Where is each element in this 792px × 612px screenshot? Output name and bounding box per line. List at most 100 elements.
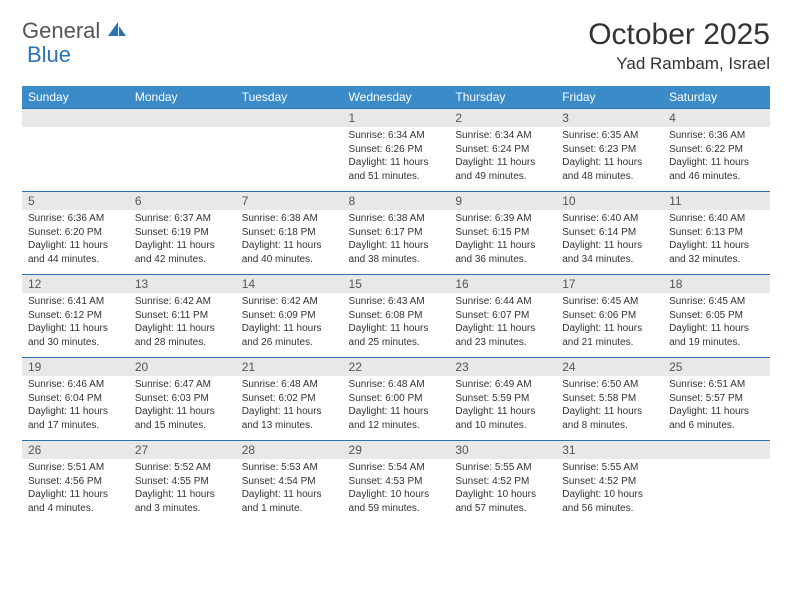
sunset-text: Sunset: 6:11 PM	[135, 309, 230, 323]
daylight-text: Daylight: 11 hours and 38 minutes.	[349, 239, 444, 266]
day-cell	[236, 109, 343, 192]
day-cell: 21Sunrise: 6:48 AMSunset: 6:02 PMDayligh…	[236, 358, 343, 441]
day-data: Sunrise: 6:45 AMSunset: 6:06 PMDaylight:…	[556, 293, 663, 357]
daylight-text: Daylight: 11 hours and 48 minutes.	[562, 156, 657, 183]
sunrise-text: Sunrise: 5:54 AM	[349, 461, 444, 475]
sunset-text: Sunset: 6:19 PM	[135, 226, 230, 240]
sunset-text: Sunset: 6:20 PM	[28, 226, 123, 240]
week-row: 5Sunrise: 6:36 AMSunset: 6:20 PMDaylight…	[22, 192, 770, 275]
day-cell: 23Sunrise: 6:49 AMSunset: 5:59 PMDayligh…	[449, 358, 556, 441]
day-number: 29	[343, 441, 450, 459]
day-number: 22	[343, 358, 450, 376]
day-cell: 8Sunrise: 6:38 AMSunset: 6:17 PMDaylight…	[343, 192, 450, 275]
day-cell: 7Sunrise: 6:38 AMSunset: 6:18 PMDaylight…	[236, 192, 343, 275]
day-data: Sunrise: 6:42 AMSunset: 6:09 PMDaylight:…	[236, 293, 343, 357]
sail-icon	[106, 20, 128, 43]
day-data: Sunrise: 5:54 AMSunset: 4:53 PMDaylight:…	[343, 459, 450, 523]
sunset-text: Sunset: 6:26 PM	[349, 143, 444, 157]
day-cell: 3Sunrise: 6:35 AMSunset: 6:23 PMDaylight…	[556, 109, 663, 192]
day-number: 15	[343, 275, 450, 293]
day-cell: 17Sunrise: 6:45 AMSunset: 6:06 PMDayligh…	[556, 275, 663, 358]
day-data: Sunrise: 5:55 AMSunset: 4:52 PMDaylight:…	[556, 459, 663, 523]
dow-header: Wednesday	[343, 86, 450, 109]
day-number: 19	[22, 358, 129, 376]
daylight-text: Daylight: 11 hours and 23 minutes.	[455, 322, 550, 349]
sunset-text: Sunset: 6:12 PM	[28, 309, 123, 323]
sunrise-text: Sunrise: 5:53 AM	[242, 461, 337, 475]
sunrise-text: Sunrise: 6:48 AM	[242, 378, 337, 392]
day-cell: 22Sunrise: 6:48 AMSunset: 6:00 PMDayligh…	[343, 358, 450, 441]
day-number: 12	[22, 275, 129, 293]
sunrise-text: Sunrise: 6:51 AM	[669, 378, 764, 392]
day-number: 31	[556, 441, 663, 459]
day-data: Sunrise: 6:51 AMSunset: 5:57 PMDaylight:…	[663, 376, 770, 440]
day-data	[129, 127, 236, 189]
header: General October 2025 Yad Rambam, Israel	[22, 18, 770, 74]
sunrise-text: Sunrise: 6:50 AM	[562, 378, 657, 392]
sunset-text: Sunset: 4:52 PM	[455, 475, 550, 489]
daylight-text: Daylight: 10 hours and 57 minutes.	[455, 488, 550, 515]
daylight-text: Daylight: 11 hours and 46 minutes.	[669, 156, 764, 183]
sunrise-text: Sunrise: 6:44 AM	[455, 295, 550, 309]
sunset-text: Sunset: 4:56 PM	[28, 475, 123, 489]
sunrise-text: Sunrise: 6:38 AM	[242, 212, 337, 226]
day-cell: 1Sunrise: 6:34 AMSunset: 6:26 PMDaylight…	[343, 109, 450, 192]
calendar-table: SundayMondayTuesdayWednesdayThursdayFrid…	[22, 86, 770, 523]
dow-header: Friday	[556, 86, 663, 109]
sunset-text: Sunset: 6:08 PM	[349, 309, 444, 323]
day-number	[663, 441, 770, 459]
sunset-text: Sunset: 6:22 PM	[669, 143, 764, 157]
sunset-text: Sunset: 6:00 PM	[349, 392, 444, 406]
day-of-week-row: SundayMondayTuesdayWednesdayThursdayFrid…	[22, 86, 770, 109]
day-data: Sunrise: 6:38 AMSunset: 6:18 PMDaylight:…	[236, 210, 343, 274]
daylight-text: Daylight: 10 hours and 56 minutes.	[562, 488, 657, 515]
month-title: October 2025	[588, 18, 770, 52]
week-row: 19Sunrise: 6:46 AMSunset: 6:04 PMDayligh…	[22, 358, 770, 441]
day-cell: 10Sunrise: 6:40 AMSunset: 6:14 PMDayligh…	[556, 192, 663, 275]
day-cell: 14Sunrise: 6:42 AMSunset: 6:09 PMDayligh…	[236, 275, 343, 358]
sunrise-text: Sunrise: 6:45 AM	[669, 295, 764, 309]
sunset-text: Sunset: 6:17 PM	[349, 226, 444, 240]
daylight-text: Daylight: 11 hours and 28 minutes.	[135, 322, 230, 349]
day-number: 7	[236, 192, 343, 210]
day-number: 6	[129, 192, 236, 210]
day-data: Sunrise: 5:55 AMSunset: 4:52 PMDaylight:…	[449, 459, 556, 523]
sunrise-text: Sunrise: 6:47 AM	[135, 378, 230, 392]
day-cell: 12Sunrise: 6:41 AMSunset: 6:12 PMDayligh…	[22, 275, 129, 358]
day-data: Sunrise: 6:45 AMSunset: 6:05 PMDaylight:…	[663, 293, 770, 357]
daylight-text: Daylight: 11 hours and 15 minutes.	[135, 405, 230, 432]
sunrise-text: Sunrise: 6:48 AM	[349, 378, 444, 392]
day-cell: 6Sunrise: 6:37 AMSunset: 6:19 PMDaylight…	[129, 192, 236, 275]
sunset-text: Sunset: 6:06 PM	[562, 309, 657, 323]
day-number: 2	[449, 109, 556, 127]
day-number: 30	[449, 441, 556, 459]
day-data: Sunrise: 6:43 AMSunset: 6:08 PMDaylight:…	[343, 293, 450, 357]
daylight-text: Daylight: 11 hours and 40 minutes.	[242, 239, 337, 266]
day-cell: 9Sunrise: 6:39 AMSunset: 6:15 PMDaylight…	[449, 192, 556, 275]
sunrise-text: Sunrise: 6:40 AM	[562, 212, 657, 226]
daylight-text: Daylight: 11 hours and 6 minutes.	[669, 405, 764, 432]
daylight-text: Daylight: 11 hours and 26 minutes.	[242, 322, 337, 349]
day-data: Sunrise: 6:49 AMSunset: 5:59 PMDaylight:…	[449, 376, 556, 440]
dow-header: Sunday	[22, 86, 129, 109]
sunset-text: Sunset: 6:24 PM	[455, 143, 550, 157]
sunset-text: Sunset: 6:14 PM	[562, 226, 657, 240]
sunrise-text: Sunrise: 6:41 AM	[28, 295, 123, 309]
day-number: 9	[449, 192, 556, 210]
day-cell	[129, 109, 236, 192]
day-number: 3	[556, 109, 663, 127]
dow-header: Monday	[129, 86, 236, 109]
day-number: 21	[236, 358, 343, 376]
sunrise-text: Sunrise: 6:34 AM	[349, 129, 444, 143]
sunset-text: Sunset: 6:05 PM	[669, 309, 764, 323]
day-data: Sunrise: 6:35 AMSunset: 6:23 PMDaylight:…	[556, 127, 663, 191]
sunset-text: Sunset: 4:55 PM	[135, 475, 230, 489]
day-cell	[663, 441, 770, 524]
sunset-text: Sunset: 6:09 PM	[242, 309, 337, 323]
day-data	[236, 127, 343, 189]
day-data: Sunrise: 6:37 AMSunset: 6:19 PMDaylight:…	[129, 210, 236, 274]
day-data: Sunrise: 6:36 AMSunset: 6:20 PMDaylight:…	[22, 210, 129, 274]
daylight-text: Daylight: 11 hours and 49 minutes.	[455, 156, 550, 183]
day-number: 16	[449, 275, 556, 293]
day-cell: 24Sunrise: 6:50 AMSunset: 5:58 PMDayligh…	[556, 358, 663, 441]
